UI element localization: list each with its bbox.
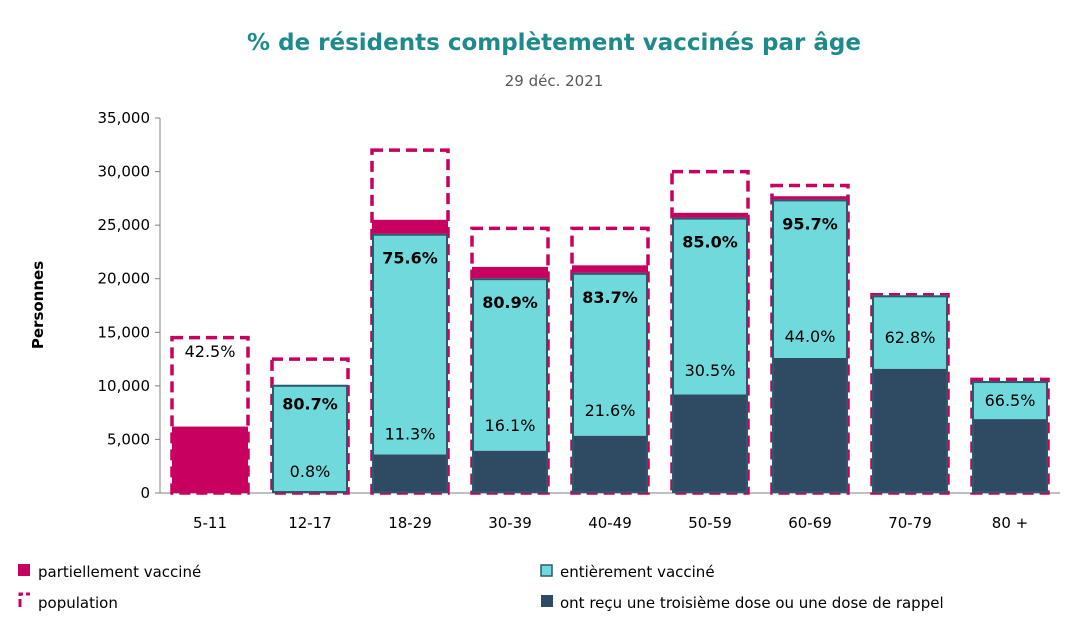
vaccinated-outline [472, 278, 548, 493]
bar-group-40-49: 83.7% 21.6% [570, 226, 650, 495]
x-tick-label: 40-49 [588, 514, 632, 532]
bar-group-70-79: 62.8% [870, 293, 950, 495]
fully-vaccinated-bar [372, 233, 448, 455]
legend-population-swatch [18, 592, 30, 607]
y-axis-label: Personnes [29, 261, 47, 349]
bar-group-5-11: 42.5% [170, 335, 250, 495]
fully-pct-label: 42.5% [185, 342, 236, 361]
x-tick-label: 80 + [992, 514, 1028, 532]
fully-pct-label: 75.6% [382, 249, 438, 268]
y-tick-label: 25,000 [98, 216, 151, 234]
bar-group-80 +: 66.5% [970, 377, 1050, 495]
fully-vaccinated-bar [472, 278, 548, 451]
legend-booster-label: ont reçu une troisième dose ou une dose … [560, 594, 944, 612]
booster-pct-label: 0.8% [290, 462, 331, 481]
booster-pct-label: 30.5% [685, 361, 736, 380]
legend-fully-swatch [540, 564, 553, 577]
x-tick-label: 30-39 [488, 514, 532, 532]
partial-bar [472, 266, 548, 279]
vaccinated-outline [572, 272, 648, 494]
booster-pct-label: 16.1% [485, 416, 536, 435]
bar-group-60-69: 95.7% 44.0% [770, 183, 850, 495]
y-tick-label: 0 [140, 484, 150, 502]
x-tick-label: 12-17 [288, 514, 332, 532]
partial-bar [572, 265, 648, 273]
bar-group-30-39: 80.9% 16.1% [470, 226, 550, 495]
legend-booster: ont reçu une troisième dose ou une dose … [541, 594, 944, 612]
fully-pct-label: 95.7% [782, 214, 838, 233]
x-tick-label: 50-59 [688, 514, 732, 532]
fully-vaccinated-bar [872, 295, 948, 369]
legend-partial-swatch [18, 564, 30, 576]
vaccinated-outline [972, 381, 1048, 493]
bar-group-50-59: 85.0% 30.5% [670, 169, 750, 495]
y-tick-label: 30,000 [98, 163, 151, 181]
booster-bar [572, 435, 648, 493]
fully-pct-label: 66.5% [985, 391, 1036, 410]
fully-vaccinated-bar [972, 381, 1048, 420]
legend-population: population [18, 592, 118, 612]
vaccinated-outline [772, 199, 848, 494]
legend-fully-label: entièrement vacciné [560, 563, 715, 581]
booster-bar [672, 394, 748, 493]
vaccinated-outline [872, 295, 948, 494]
partial-bar [172, 426, 248, 493]
x-tick-label: 60-69 [788, 514, 832, 532]
partial-bar [672, 212, 748, 218]
booster-pct-label: 11.3% [385, 424, 436, 443]
x-tick-label: 18-29 [388, 514, 432, 532]
fully-vaccinated-bar [572, 272, 648, 436]
booster-pct-label: 21.6% [585, 401, 636, 420]
x-tick-label: 70-79 [888, 514, 932, 532]
vaccinated-outline [672, 217, 748, 493]
booster-bar [872, 368, 948, 493]
vaccinated-outline [372, 233, 448, 493]
booster-bar [472, 450, 548, 493]
booster-bar [772, 358, 848, 493]
fully-pct-label: 62.8% [885, 328, 936, 347]
y-axis: 0 5,000 10,000 15,000 20,000 25,000 30,000 35,0… [98, 109, 1060, 502]
y-tick-label: 10,000 [98, 377, 151, 395]
legend-booster-swatch [541, 595, 553, 607]
legend-population-label: population [38, 594, 118, 612]
bars: 42.5% 80.7% 0.8% 75.6% 11.3% 80.9% 16.1% 83.7% 2… [170, 148, 1050, 495]
fully-pct-label: 80.7% [282, 394, 338, 413]
bar-group-12-17: 80.7% 0.8% [270, 357, 350, 495]
booster-bar [372, 454, 448, 493]
booster-pct-label: 44.0% [785, 327, 836, 346]
population-bar [170, 335, 250, 495]
legend-partial: partiellement vacciné [18, 563, 201, 581]
chart-title: % de résidents complètement vaccinés par… [247, 30, 861, 56]
y-tick-label: 35,000 [98, 109, 151, 127]
y-tick-label: 5,000 [107, 430, 150, 448]
legend-partial-label: partiellement vacciné [38, 563, 201, 581]
fully-pct-label: 83.7% [582, 288, 638, 307]
legend: partiellement vacciné population entière… [18, 563, 944, 612]
y-tick-label: 20,000 [98, 270, 151, 288]
fully-pct-label: 80.9% [482, 293, 538, 312]
fully-vaccinated-bar [772, 199, 848, 358]
x-axis: 5-11 12-17 18-29 30-39 40-49 50-59 60-69 70-79 8… [193, 514, 1028, 532]
partial-bar [772, 196, 848, 200]
fully-pct-label: 85.0% [682, 233, 738, 252]
vaccinated-outline [272, 384, 348, 493]
legend-fully: entièrement vacciné [540, 563, 715, 581]
bar-group-18-29: 75.6% 11.3% [370, 148, 450, 495]
fully-vaccinated-bar [672, 217, 748, 395]
fully-vaccinated-bar [272, 384, 348, 492]
y-tick-label: 15,000 [98, 323, 151, 341]
booster-bar [972, 419, 1048, 493]
partial-bar [372, 219, 448, 234]
x-tick-label: 5-11 [193, 514, 227, 532]
chart-subtitle: 29 déc. 2021 [505, 72, 604, 90]
